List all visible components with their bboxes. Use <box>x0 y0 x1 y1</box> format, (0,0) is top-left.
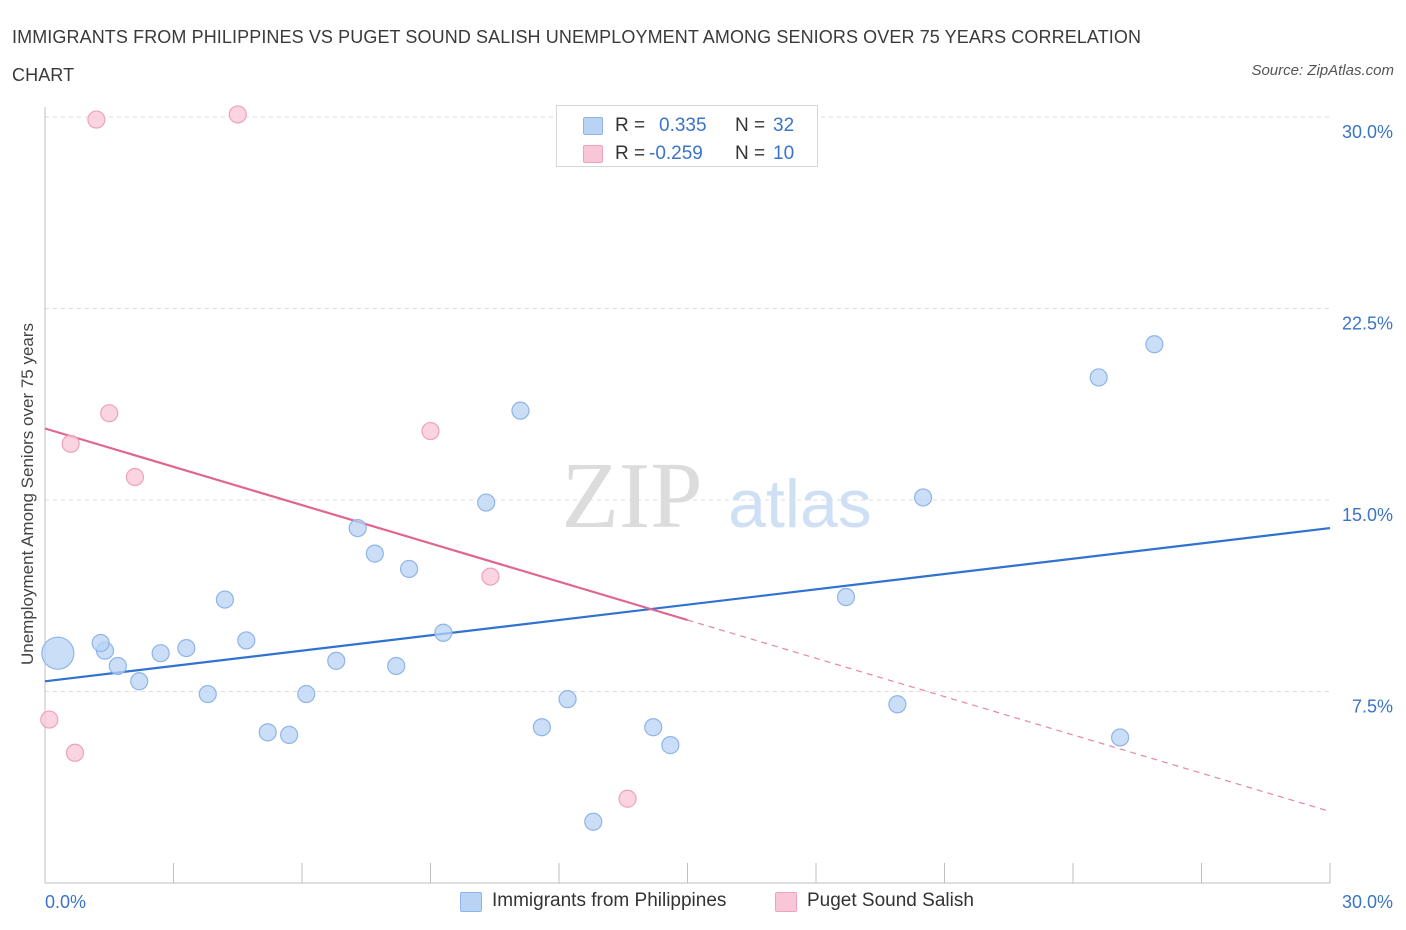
philippines-point <box>434 623 453 642</box>
philippines-point <box>198 684 217 704</box>
philippines-point <box>215 590 234 609</box>
legend-swatch-blue <box>583 117 603 135</box>
salish-point <box>40 710 59 729</box>
legend-swatch-blue <box>460 892 482 912</box>
salish-trend-line <box>44 427 688 622</box>
salish-point <box>100 404 119 423</box>
philippines-point <box>387 656 406 676</box>
legend-r-label: R = <box>615 143 646 164</box>
philippines-point <box>644 718 663 737</box>
chart-title: IMMIGRANTS FROM PHILIPPINES VS PUGET SOU… <box>12 27 1142 85</box>
x-tick-label: 30.0% <box>1342 892 1393 912</box>
philippines-point <box>1145 335 1164 354</box>
philippines-point <box>130 672 149 691</box>
legend-n-value: 10 <box>773 143 795 164</box>
chart-source: Source: ZipAtlas.com <box>1251 62 1394 79</box>
philippines-point <box>280 725 299 745</box>
legend-swatch-pink <box>583 145 603 163</box>
salish-point <box>61 434 80 453</box>
y-tick-label: 7.5% <box>1352 697 1393 717</box>
philippines-point <box>558 690 577 709</box>
trend-lines <box>44 427 1331 813</box>
philippines-point <box>477 493 496 512</box>
philippines-point <box>41 636 75 670</box>
salish-point <box>481 567 500 586</box>
philippines-point <box>1111 728 1130 747</box>
philippines-point <box>888 695 907 714</box>
watermark-atlas: atlas <box>728 466 872 542</box>
philippines-point <box>365 544 384 563</box>
philippines-point <box>108 656 127 676</box>
philippines-point <box>91 633 110 653</box>
philippines-point <box>399 559 419 579</box>
philippines-point <box>327 651 346 670</box>
legend-r-value: -0.259 <box>649 143 703 164</box>
x-tick-label: 0.0% <box>45 892 86 912</box>
philippines-point <box>661 736 680 755</box>
stats-legend: R = 0.335 N = 32 R = -0.259 N = 10 <box>556 105 818 167</box>
philippines-point <box>913 488 933 507</box>
legend-n-label: N = <box>735 143 766 164</box>
philippines-point <box>836 587 856 607</box>
philippines-point <box>532 718 551 737</box>
legend-n-label: N = <box>735 115 766 136</box>
legend-r-value: 0.335 <box>659 115 707 136</box>
watermark-zip: ZIP <box>562 444 703 548</box>
philippines-point <box>348 518 367 538</box>
tick-labels: 7.5% 15.0% 22.5% 30.0% 0.0% 30.0% <box>45 122 1393 912</box>
legend-r-label: R = <box>615 115 646 136</box>
y-tick-label: 30.0% <box>1342 122 1393 142</box>
philippines-point <box>258 723 277 742</box>
legend-n-value: 32 <box>773 115 795 136</box>
philippines-point <box>1089 368 1108 387</box>
axes <box>44 107 1331 884</box>
philippines-trend-line <box>44 526 1331 683</box>
philippines-point <box>151 644 170 663</box>
legend-label-salish: Puget Sound Salish <box>807 890 974 911</box>
philippines-point <box>237 631 256 650</box>
philippines-point <box>177 638 196 658</box>
legend-swatch-pink <box>775 892 797 912</box>
philippines-point <box>584 812 603 831</box>
salish-point <box>87 110 106 129</box>
salish-point <box>125 467 145 487</box>
salish-point <box>228 105 247 124</box>
salish-point <box>618 789 637 808</box>
legend-label-philippines: Immigrants from Philippines <box>492 890 727 911</box>
salish-trend-extension <box>687 619 1331 813</box>
philippines-point <box>297 684 316 704</box>
y-tick-label: 22.5% <box>1342 314 1393 334</box>
watermark: ZIP atlas <box>562 444 872 548</box>
data-points <box>40 105 1164 831</box>
salish-point <box>65 743 85 762</box>
salish-point <box>421 421 440 441</box>
y-tick-label: 15.0% <box>1342 505 1393 525</box>
philippines-point <box>511 401 530 420</box>
